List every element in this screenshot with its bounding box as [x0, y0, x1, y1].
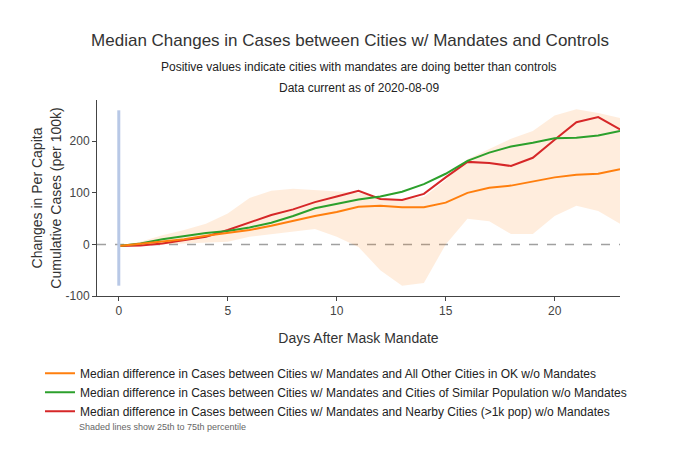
svg-text:0: 0	[83, 238, 90, 252]
svg-text:5: 5	[224, 304, 231, 318]
svg-text:Median difference in Cases bet: Median difference in Cases between Citie…	[80, 405, 610, 419]
svg-text:Days After Mask Mandate: Days After Mask Mandate	[278, 330, 439, 346]
svg-text:Positive values indicate citie: Positive values indicate cities with man…	[161, 60, 557, 74]
svg-text:Data current as of 2020-08-09: Data current as of 2020-08-09	[279, 81, 439, 95]
svg-text:Median difference in Cases bet: Median difference in Cases between Citie…	[80, 367, 596, 381]
svg-text:20: 20	[548, 304, 562, 318]
svg-text:Changes in Per CapitaCumulativ: Changes in Per CapitaCumulative Cases (p…	[29, 107, 63, 288]
svg-text:10: 10	[330, 304, 344, 318]
svg-text:Median Changes in Cases betwee: Median Changes in Cases between Cities w…	[91, 31, 609, 50]
svg-text:15: 15	[439, 304, 453, 318]
svg-text:-100: -100	[66, 289, 90, 303]
svg-text:200: 200	[70, 134, 90, 148]
svg-text:0: 0	[115, 304, 122, 318]
svg-text:Median difference in Cases bet: Median difference in Cases between Citie…	[80, 386, 627, 400]
svg-text:Shaded lines show 25th to 75th: Shaded lines show 25th to 75th percentil…	[79, 422, 246, 432]
svg-text:100: 100	[70, 186, 90, 200]
